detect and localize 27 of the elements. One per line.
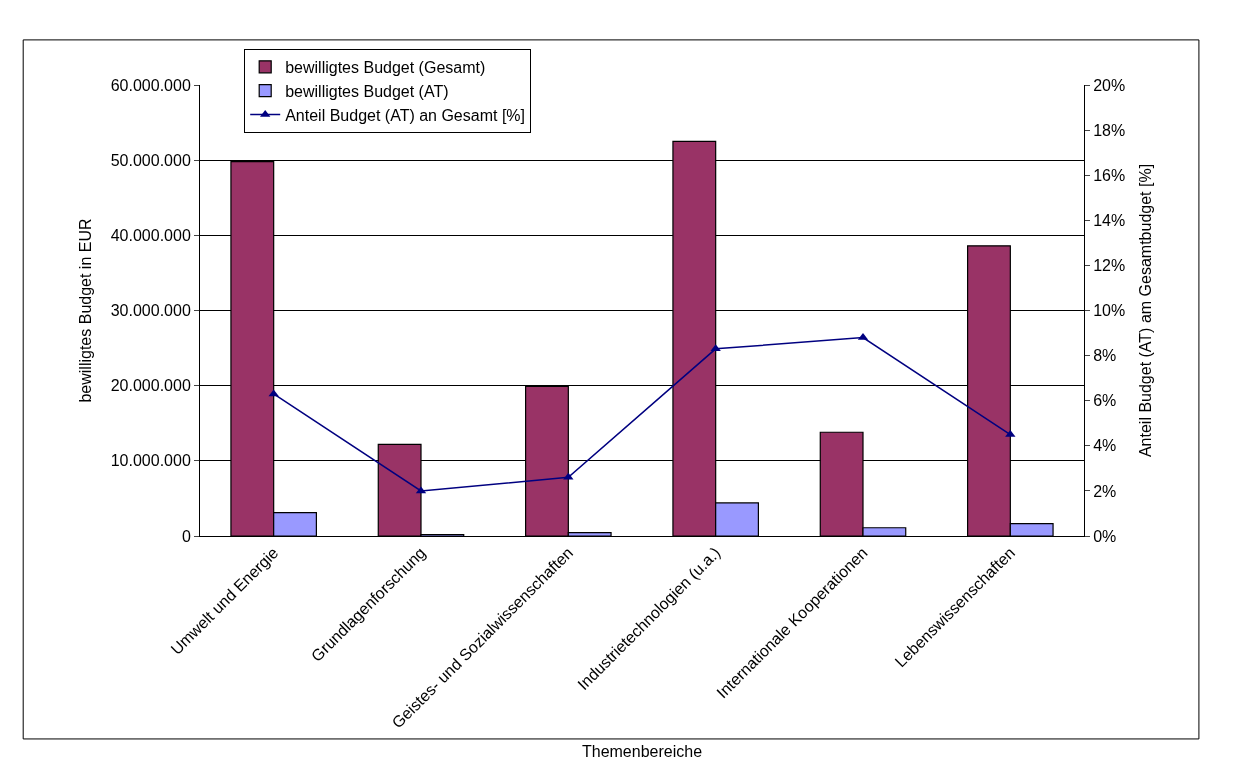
point bbox=[563, 472, 574, 480]
y-tick-label: 20.000.000 bbox=[110, 377, 191, 395]
y-tick-label: 30.000.000 bbox=[110, 302, 191, 320]
legend-label: Anteil Budget (AT) an Gesamt [%] bbox=[285, 106, 526, 124]
legend-label: bewilligtes Budget (Gesamt) bbox=[285, 59, 486, 77]
point bbox=[710, 344, 721, 352]
y2-tick-label: 10% bbox=[1093, 302, 1126, 320]
y2-tick-label: 2% bbox=[1093, 482, 1117, 500]
y-tick-label: 50.000.000 bbox=[110, 151, 191, 169]
point bbox=[268, 389, 279, 397]
y2-tick-label: 14% bbox=[1093, 211, 1126, 229]
y2-tick-label: 4% bbox=[1093, 437, 1117, 455]
y-tick-label: 0 bbox=[181, 527, 191, 545]
y-tick-label: 60.000.000 bbox=[110, 76, 191, 94]
y-tick-label: 40.000.000 bbox=[110, 226, 191, 244]
legend-label: bewilligtes Budget (AT) bbox=[285, 82, 449, 100]
y2-tick-label: 0% bbox=[1093, 527, 1117, 545]
x-axis-title: Themenbereiche bbox=[581, 743, 703, 761]
y2-tick-label: 16% bbox=[1093, 166, 1126, 184]
y2-tick-label: 6% bbox=[1093, 392, 1117, 410]
y2-tick-label: 8% bbox=[1093, 347, 1117, 365]
y2-tick-label: 20% bbox=[1093, 76, 1126, 94]
y2-tick-label: 18% bbox=[1093, 121, 1126, 139]
y-axis-title: bewilligtes Budget in EUR bbox=[76, 218, 94, 403]
y2-tick-label: 12% bbox=[1093, 257, 1126, 274]
y2-axis-title: Anteil Budget (AT) am Gesamtbudget [%] bbox=[1136, 163, 1154, 458]
y-tick-label: 10.000.000 bbox=[110, 452, 191, 470]
